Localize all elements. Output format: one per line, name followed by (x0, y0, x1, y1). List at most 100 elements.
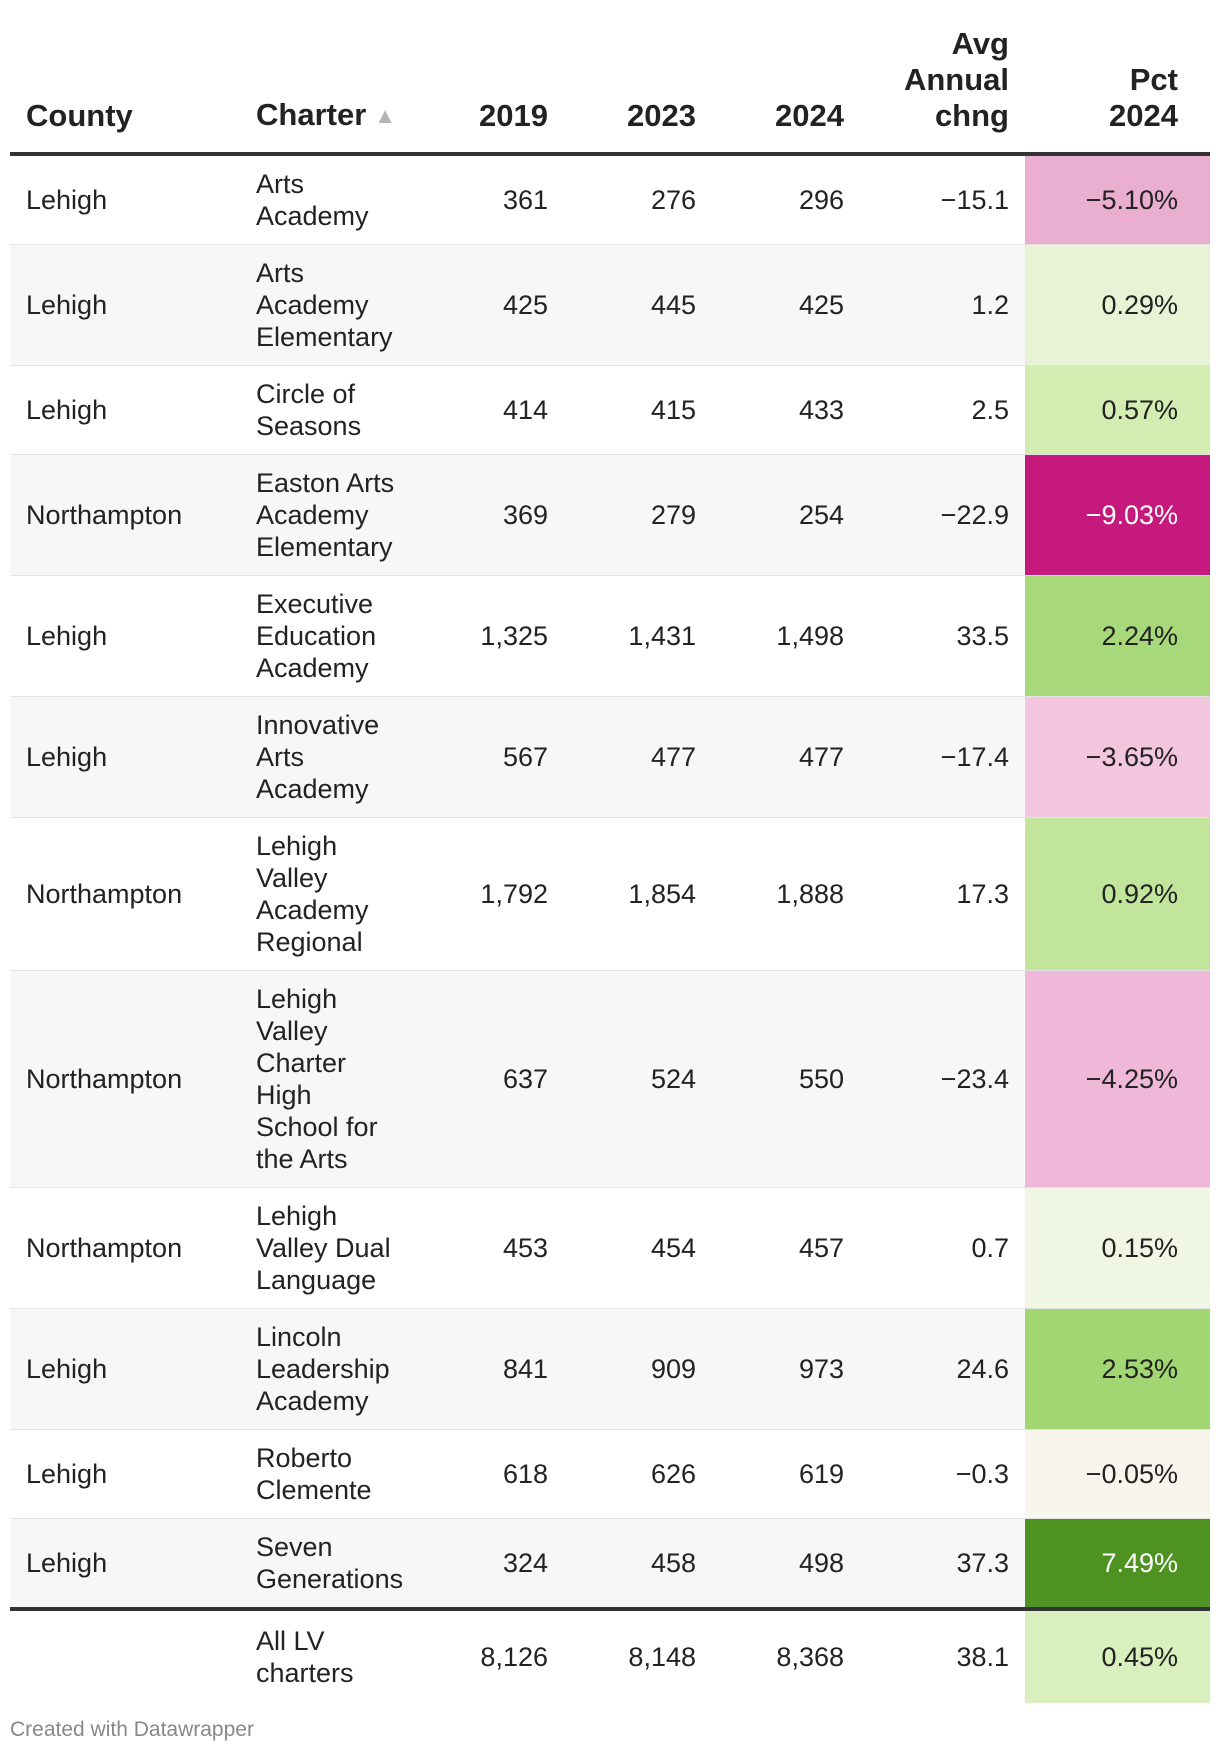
county-cell: Lehigh (26, 1459, 108, 1489)
avg-annual-change-cell: −22.9 (940, 500, 1009, 530)
value-2019-cell: 425 (502, 290, 548, 320)
pct-label-line-1: Pct (1129, 62, 1178, 97)
value-2024-cell: 1,498 (776, 621, 844, 651)
county-cell: Northampton (26, 1233, 183, 1263)
county-cell (10, 1609, 240, 1703)
column-header-2023[interactable]: 2023 (564, 0, 712, 154)
avg-annual-change-cell: 1.2 (971, 290, 1009, 320)
column-header-charter[interactable]: Charter ▲ (240, 0, 416, 154)
charter-cell: Lehigh Valley Charter High School for th… (256, 984, 378, 1174)
pct-2024-cell: 0.45% (1025, 1609, 1210, 1703)
value-2023-cell: 477 (650, 742, 696, 772)
county-cell: Lehigh (26, 290, 108, 320)
avg-annual-change-cell: 0.7 (971, 1233, 1009, 1263)
sort-ascending-icon: ▲ (374, 103, 397, 128)
column-header-county-label: County (26, 98, 133, 133)
pct-2024-cell: −0.05% (1025, 1429, 1210, 1519)
value-2019-cell: 618 (502, 1459, 548, 1489)
charter-cell: Lehigh Valley Academy Regional (256, 831, 369, 957)
pct-2024-cell: 0.92% (1025, 817, 1210, 971)
pct-2024-cell: 0.29% (1025, 244, 1210, 366)
charter-enrollment-table: County Charter ▲ 2019 2023 2024 Avg Annual… (10, 0, 1210, 1703)
value-2019-cell: 324 (502, 1548, 548, 1578)
pct-2024-cell: 2.53% (1025, 1308, 1210, 1430)
value-2024-cell: 498 (798, 1548, 844, 1578)
pct-2024-cell: 7.49% (1025, 1518, 1210, 1609)
avg-annual-change-cell: 17.3 (956, 879, 1009, 909)
value-2023-cell: 8,148 (628, 1642, 696, 1672)
table-row: Northampton Lehigh Valley Academy Regiona… (10, 817, 1210, 971)
avg-annual-change-cell: 24.6 (956, 1354, 1009, 1384)
avg-annual-change-cell: −23.4 (940, 1064, 1009, 1094)
value-2024-cell: 477 (798, 742, 844, 772)
table-footer: All LV charters 8,126 8,148 8,368 38.1 0.45% (10, 1609, 1210, 1703)
datawrapper-credit[interactable]: Created with Datawrapper (10, 1718, 254, 1741)
county-cell: Lehigh (26, 395, 108, 425)
charter-cell: All LV charters (256, 1626, 354, 1688)
value-2024-cell: 550 (798, 1064, 844, 1094)
charter-cell: Arts Academy (256, 169, 369, 231)
table-row: Lehigh Arts Academy 361 276 296 −15.1 −5.10% (10, 154, 1210, 245)
value-2023-cell: 454 (650, 1233, 696, 1263)
column-header-2024-label: 2024 (775, 98, 844, 133)
pct-2024-cell: 2.24% (1025, 575, 1210, 697)
table-row: Northampton Easton Arts Academy Elementar… (10, 454, 1210, 576)
charter-cell: Lehigh Valley Dual Language (256, 1201, 391, 1295)
pct-2024-cell: −5.10% (1025, 154, 1210, 245)
value-2023-cell: 909 (650, 1354, 696, 1384)
column-header-2023-label: 2023 (627, 98, 696, 133)
value-2019-cell: 414 (502, 395, 548, 425)
value-2024-cell: 254 (798, 500, 844, 530)
avg-label-line-1: Avg (951, 26, 1009, 61)
table-row: Northampton Lehigh Valley Charter High Sc… (10, 970, 1210, 1188)
pct-2024-cell: −4.25% (1025, 970, 1210, 1188)
charter-cell: Easton Arts Academy Elementary (256, 468, 395, 562)
pct-2024-cell: −9.03% (1025, 454, 1210, 576)
county-cell: Northampton (26, 1064, 183, 1094)
charter-cell: Circle of Seasons (256, 379, 362, 441)
column-header-charter-label: Charter (256, 97, 367, 132)
table-body: Lehigh Arts Academy 361 276 296 −15.1 −5.10% Le… (10, 154, 1210, 1609)
avg-label-line-3: chng (934, 98, 1009, 133)
avg-annual-change-cell: 37.3 (956, 1548, 1009, 1578)
value-2023-cell: 415 (650, 395, 696, 425)
column-header-avg-annual-chng[interactable]: Avg Annual chng (860, 0, 1025, 154)
value-2023-cell: 626 (650, 1459, 696, 1489)
county-cell: Lehigh (26, 185, 108, 215)
value-2024-cell: 433 (798, 395, 844, 425)
county-cell: Northampton (26, 500, 183, 530)
value-2019-cell: 8,126 (480, 1642, 548, 1672)
pct-2024-cell: −3.65% (1025, 696, 1210, 818)
charter-cell: Arts Academy Elementary (256, 258, 393, 352)
column-header-county[interactable]: County (10, 0, 240, 154)
value-2019-cell: 637 (502, 1064, 548, 1094)
value-2019-cell: 369 (502, 500, 548, 530)
table-row: Lehigh Innovative Arts Academy 567 477 477 −1… (10, 696, 1210, 818)
value-2023-cell: 279 (650, 500, 696, 530)
value-2023-cell: 276 (650, 185, 696, 215)
data-table-container: County Charter ▲ 2019 2023 2024 Avg Annual… (10, 0, 1210, 1703)
table-row: Lehigh Circle of Seasons 414 415 433 2.5 0.57% (10, 365, 1210, 455)
value-2019-cell: 361 (502, 185, 548, 215)
total-row: All LV charters 8,126 8,148 8,368 38.1 0.45% (10, 1609, 1210, 1703)
county-cell: Lehigh (26, 742, 108, 772)
column-header-2019-label: 2019 (479, 98, 548, 133)
charter-cell: Innovative Arts Academy (256, 710, 380, 804)
value-2024-cell: 8,368 (776, 1642, 844, 1672)
avg-annual-change-cell: −0.3 (955, 1459, 1009, 1489)
charter-cell: Executive Education Academy (256, 589, 377, 683)
value-2024-cell: 1,888 (776, 879, 844, 909)
column-header-2019[interactable]: 2019 (416, 0, 564, 154)
charter-cell: Roberto Clemente (256, 1443, 372, 1505)
column-header-2024[interactable]: 2024 (712, 0, 860, 154)
avg-annual-change-cell: 2.5 (971, 395, 1009, 425)
header-row: County Charter ▲ 2019 2023 2024 Avg Annual… (10, 0, 1210, 154)
value-2024-cell: 619 (798, 1459, 844, 1489)
pct-label-line-2: 2024 (1109, 98, 1178, 133)
value-2019-cell: 841 (502, 1354, 548, 1384)
value-2019-cell: 567 (502, 742, 548, 772)
value-2024-cell: 457 (798, 1233, 844, 1263)
avg-annual-change-cell: −17.4 (940, 742, 1009, 772)
column-header-pct-2024[interactable]: Pct 2024 (1025, 0, 1210, 154)
avg-label-line-2: Annual (903, 62, 1009, 97)
